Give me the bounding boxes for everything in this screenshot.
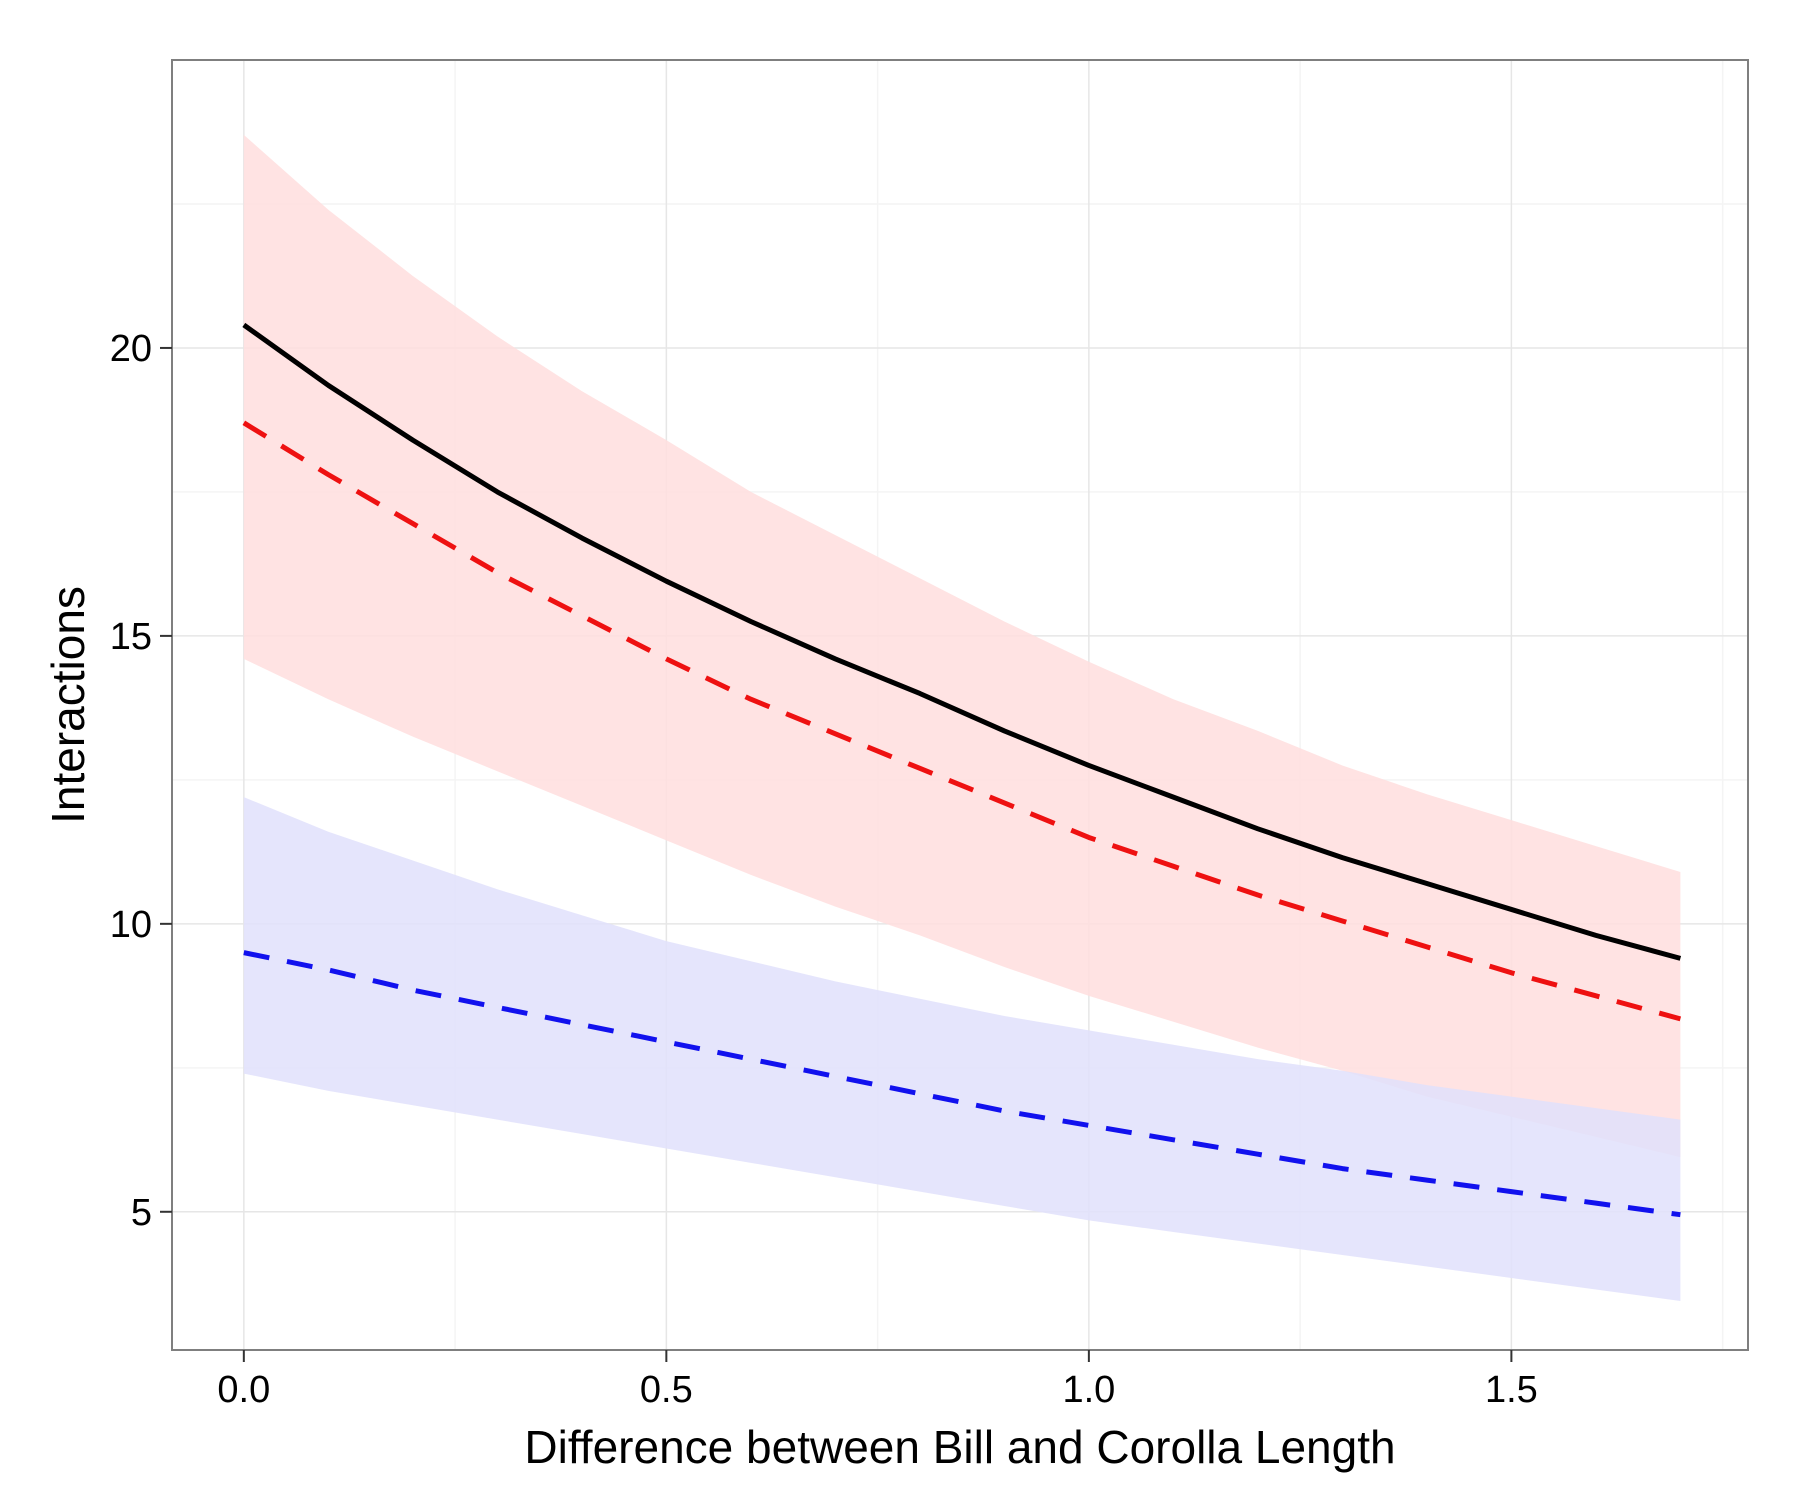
series-line-0 <box>242 322 1682 961</box>
series-line-2 <box>243 950 1681 1218</box>
y-tick-label: 15 <box>110 616 152 658</box>
series-lines <box>242 322 1682 1218</box>
series-line-1 <box>242 420 1682 1022</box>
y-axis-title: Interactions <box>42 586 94 824</box>
axis-ticks <box>160 346 1513 1362</box>
x-tick-label: 1.5 <box>1485 1369 1538 1411</box>
confidence-bands <box>243 134 1681 1302</box>
x-tick-label: 0.5 <box>640 1369 693 1411</box>
x-tick-label: 0.0 <box>217 1369 270 1411</box>
confidence-band-2 <box>243 797 1681 1302</box>
x-tick-label: 1.0 <box>1062 1369 1115 1411</box>
confidence-band-1 <box>243 134 1681 1158</box>
y-tick-label: 10 <box>110 904 152 946</box>
y-tick-label: 20 <box>110 328 152 370</box>
tick-labels: 0.0 0.5 1.0 1.5 5 10 15 20 <box>110 328 1538 1411</box>
y-tick-label: 5 <box>131 1192 152 1234</box>
plot-panel-border <box>171 59 1749 1351</box>
x-axis-title: Difference between Bill and Corolla Leng… <box>524 1421 1395 1473</box>
